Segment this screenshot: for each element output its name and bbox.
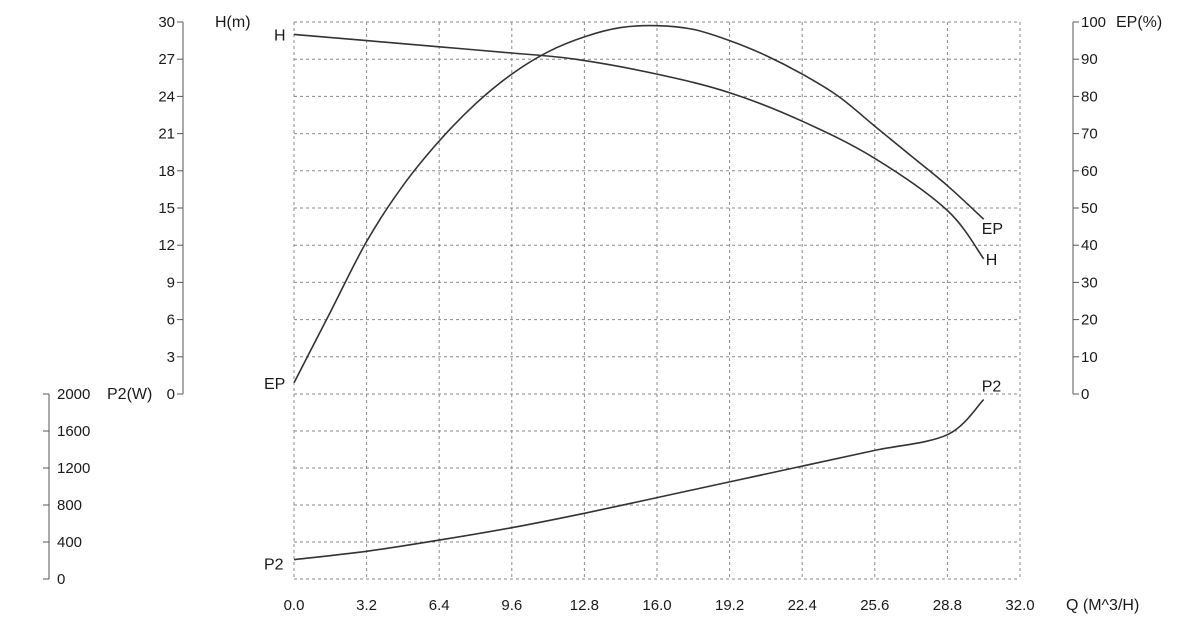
x-tick-label: 3.2 bbox=[356, 597, 377, 614]
x-tick-label: 32.0 bbox=[1005, 597, 1034, 614]
p2-curve bbox=[293, 399, 985, 561]
efficiency-tick-label: 90 bbox=[1081, 51, 1098, 68]
x-tick-label: 28.8 bbox=[933, 597, 962, 614]
efficiency-tick-label: 0 bbox=[1081, 386, 1089, 403]
power-tick-label: 1600 bbox=[57, 423, 90, 440]
efficiency-tick-label: 50 bbox=[1081, 200, 1098, 217]
ep-end-label: EP bbox=[982, 221, 1003, 238]
power-tick-label: 800 bbox=[57, 497, 82, 514]
x-tick-label: 6.4 bbox=[429, 597, 450, 614]
head-tick-label: 0 bbox=[167, 386, 175, 403]
labels: 0.0 3.2 6.4 9.6 12.8 16.0 19.2 22.4 25.6 28.8 32.0… bbox=[57, 14, 1162, 614]
x-tick-label: 19.2 bbox=[715, 597, 744, 614]
x-tick-label: 16.0 bbox=[642, 597, 671, 614]
h-start-label: H bbox=[274, 27, 286, 44]
head-tick-label: 15 bbox=[158, 200, 175, 217]
power-tick-label: 1200 bbox=[57, 460, 90, 477]
h-curve bbox=[293, 33, 985, 260]
efficiency-tick-label: 70 bbox=[1081, 126, 1098, 143]
head-tick-label: 30 bbox=[158, 14, 175, 31]
x-tick-label: 9.6 bbox=[501, 597, 522, 614]
head-axis-title: H(m) bbox=[215, 14, 251, 31]
efficiency-tick-label: 30 bbox=[1081, 274, 1098, 291]
efficiency-tick-label: 40 bbox=[1081, 237, 1098, 254]
axes bbox=[43, 21, 1079, 580]
efficiency-tick-label: 60 bbox=[1081, 163, 1098, 180]
x-tick-label: 25.6 bbox=[860, 597, 889, 614]
head-tick-label: 9 bbox=[167, 274, 175, 291]
grid bbox=[293, 21, 1021, 580]
efficiency-axis-title: EP(%) bbox=[1116, 14, 1162, 31]
ep-curve bbox=[293, 24, 985, 384]
head-tick-label: 12 bbox=[158, 237, 175, 254]
head-tick-label: 18 bbox=[158, 163, 175, 180]
x-tick-label: 12.8 bbox=[570, 597, 599, 614]
x-tick-label: 0.0 bbox=[284, 597, 305, 614]
head-tick-label: 24 bbox=[158, 88, 175, 105]
power-tick-label: 400 bbox=[57, 534, 82, 551]
head-tick-label: 6 bbox=[167, 312, 175, 329]
curves bbox=[293, 24, 985, 561]
ep-start-label: EP bbox=[264, 376, 285, 393]
power-tick-label: 0 bbox=[57, 571, 65, 588]
head-tick-label: 3 bbox=[167, 349, 175, 366]
power-tick-label: 2000 bbox=[57, 386, 90, 403]
x-axis-label: Q (M^3/H) bbox=[1066, 597, 1139, 614]
efficiency-tick-label: 20 bbox=[1081, 312, 1098, 329]
efficiency-tick-label: 10 bbox=[1081, 349, 1098, 366]
efficiency-tick-label: 100 bbox=[1081, 14, 1106, 31]
efficiency-tick-label: 80 bbox=[1081, 88, 1098, 105]
p2-start-label: P2 bbox=[264, 557, 284, 574]
h-end-label: H bbox=[986, 252, 998, 269]
p2-end-label: P2 bbox=[982, 379, 1002, 396]
head-tick-label: 21 bbox=[158, 126, 175, 143]
head-tick-label: 27 bbox=[158, 51, 175, 68]
x-tick-label: 22.4 bbox=[788, 597, 817, 614]
power-axis-title: P2(W) bbox=[107, 386, 152, 403]
